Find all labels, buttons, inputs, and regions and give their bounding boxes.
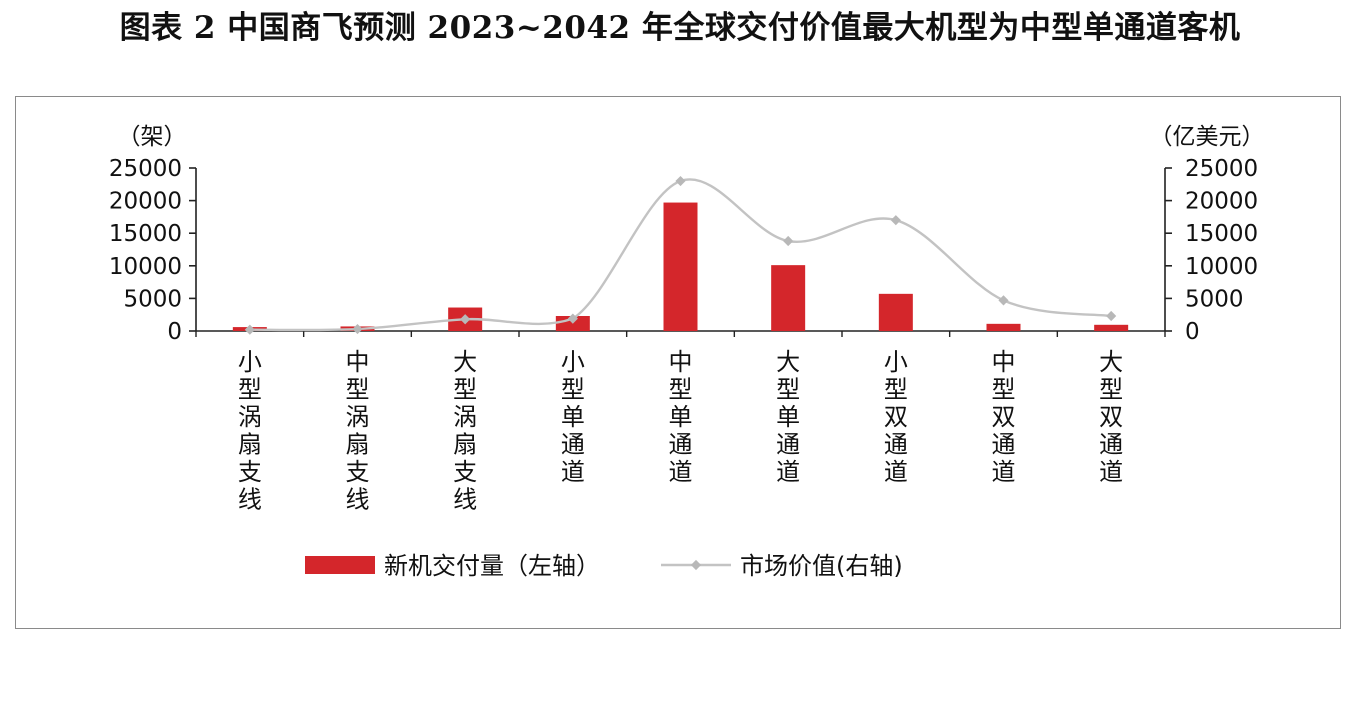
line-point [890,215,901,226]
line-point [675,175,686,187]
line-point [998,295,1009,306]
bar [878,293,913,331]
category-label: 中型涡扇支线 [346,348,370,514]
left-tick-label: 20000 [109,189,182,215]
bar [771,265,806,331]
legend: 新机交付量（左轴） 市场价值(右轴) [305,552,903,580]
axes: 25000 20000 15000 10000 5000 0 25000 20000 15000… [109,124,1265,345]
right-tick-label: 10000 [1185,254,1258,280]
left-tick-label: 0 [167,319,182,345]
category-label: 大型双通道 [1099,348,1123,486]
category-label: 大型单通道 [776,348,800,486]
chart-frame [15,96,1341,629]
line-point [460,314,471,325]
category-label: 中型双通道 [992,348,1016,486]
category-labels: 小型涡扇支线 中型涡扇支线 大型涡扇支线 小型单通道 中型单通道 大型单通道 小型双通道 中型… [238,348,1123,514]
bar-series [232,202,1129,331]
line-point [567,313,578,324]
line-point [1106,310,1117,322]
right-tick-label: 20000 [1185,189,1258,215]
line-point [783,235,794,247]
category-label: 小型单通道 [561,348,585,486]
bar [1094,324,1129,331]
right-tick-label: 15000 [1185,221,1258,247]
left-tick-label: 10000 [109,254,182,280]
right-tick-label: 0 [1185,319,1200,345]
category-label: 大型涡扇支线 [453,348,477,514]
category-label: 小型涡扇支线 [238,348,262,514]
legend-bar-label: 新机交付量（左轴） [384,552,600,580]
left-tick-label: 15000 [109,221,182,247]
line-point [352,323,363,335]
category-label: 小型双通道 [884,348,908,486]
legend-line-label: 市场价值(右轴) [740,552,903,580]
right-tick-label: 5000 [1185,286,1244,312]
category-label: 中型单通道 [669,348,693,486]
line-series [244,175,1117,335]
line-point [244,324,255,335]
bar [986,323,1021,331]
right-tick-label: 25000 [1185,156,1258,182]
bar [663,202,698,331]
right-axis-unit: （亿美元） [1150,124,1265,150]
legend-bar-swatch [305,556,375,574]
left-tick-label: 5000 [123,286,182,312]
legend-line-marker [690,559,702,571]
left-axis-unit: （架） [118,124,187,150]
chart-title: 图表 2 中国商飞预测 2023~2042 年全球交付价值最大机型为中型单通道客… [119,10,1241,46]
left-tick-label: 25000 [109,156,182,182]
